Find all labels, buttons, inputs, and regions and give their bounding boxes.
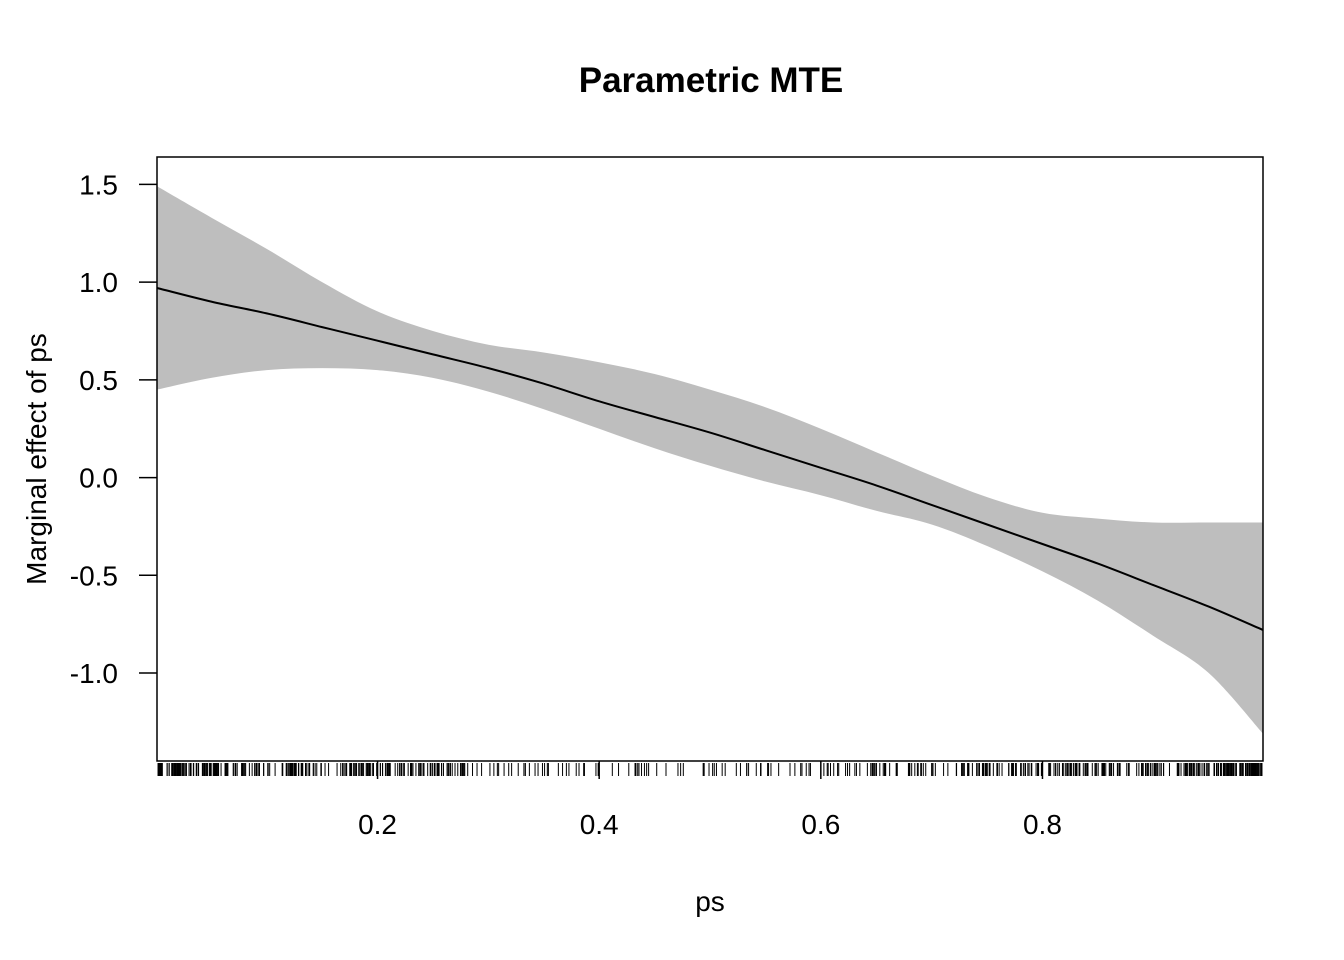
plot-frame xyxy=(156,156,1264,762)
x-tick-label: 0.4 xyxy=(580,809,619,840)
x-tick-label: 0.6 xyxy=(801,809,840,840)
y-tick-label: 1.5 xyxy=(79,169,118,200)
rug-layer xyxy=(157,763,1263,776)
y-tick-label: 0.5 xyxy=(79,365,118,396)
y-tick-label: 1.0 xyxy=(79,267,118,298)
estimate-line xyxy=(156,287,1264,631)
chart-title: Parametric MTE xyxy=(579,61,844,100)
confidence-band-layer xyxy=(157,186,1263,734)
y-tick-label: -1.0 xyxy=(70,658,118,689)
y-axis-label: Marginal effect of ps xyxy=(21,333,52,585)
y-axis: 1.5 1.0 0.5 0.0 -0.5 -1.0 xyxy=(70,169,157,689)
x-tick-label: 0.8 xyxy=(1023,809,1062,840)
estimate-line-layer xyxy=(156,287,1264,631)
confidence-band xyxy=(157,186,1263,734)
y-tick-label: 0.0 xyxy=(79,463,118,494)
y-tick-label: -0.5 xyxy=(70,560,118,591)
x-tick-label: 0.2 xyxy=(358,809,397,840)
x-axis: 0.2 0.4 0.6 0.8 xyxy=(358,761,1062,840)
x-axis-label: ps xyxy=(695,886,725,917)
